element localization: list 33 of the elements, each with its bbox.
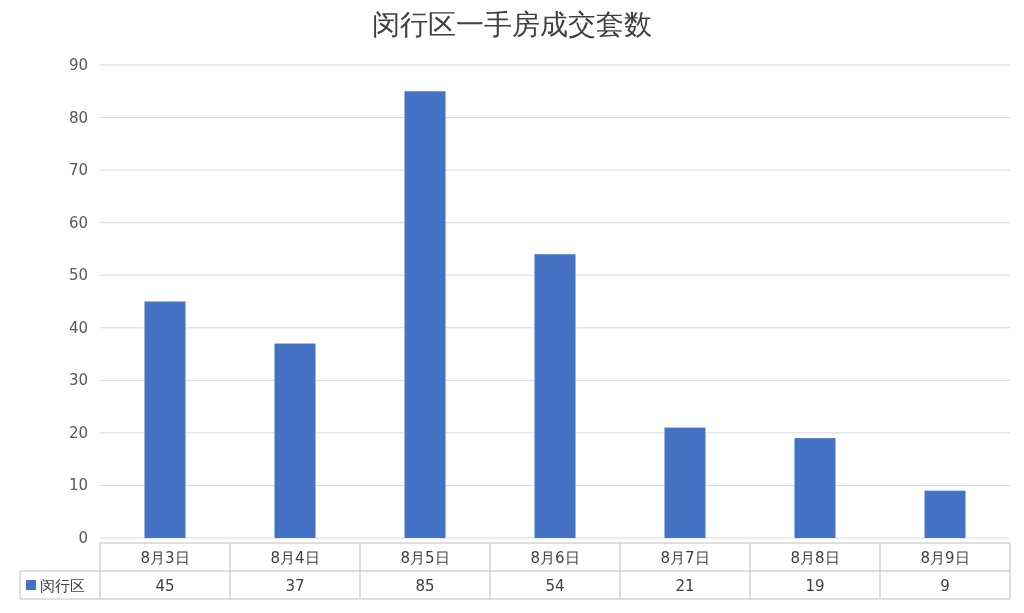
x-tick-label: 8月6日: [530, 549, 580, 567]
y-tick-label: 20: [68, 423, 88, 442]
y-tick-label: 90: [68, 56, 88, 74]
data-label: 19: [805, 577, 825, 595]
bar: [144, 301, 186, 538]
data-label: 85: [415, 577, 435, 595]
y-tick-label: 40: [68, 318, 88, 337]
data-label: 37: [285, 577, 305, 595]
y-tick-label: 80: [68, 108, 88, 127]
bar: [404, 91, 446, 538]
data-label: 54: [545, 577, 565, 595]
bar: [924, 490, 966, 538]
data-label: 21: [675, 577, 695, 595]
data-label: 9: [940, 577, 950, 595]
legend-label: 闵行区: [40, 577, 85, 595]
y-tick-label: 50: [68, 266, 88, 285]
bar: [794, 438, 836, 538]
bar: [274, 343, 316, 538]
y-tick-label: 30: [68, 371, 88, 390]
x-tick-label: 8月9日: [920, 549, 970, 567]
x-tick-label: 8月4日: [270, 549, 320, 567]
y-tick-label: 10: [68, 476, 88, 495]
x-tick-label: 8月5日: [400, 549, 450, 567]
y-tick-label: 0: [78, 529, 88, 547]
bar: [664, 427, 706, 538]
y-tick-label: 70: [68, 161, 88, 180]
x-tick-label: 8月8日: [790, 549, 840, 567]
data-label: 45: [155, 577, 175, 595]
bar: [534, 254, 576, 538]
y-tick-label: 60: [68, 213, 88, 232]
x-tick-label: 8月7日: [660, 549, 710, 567]
chart-title: 闵行区一手房成交套数: [372, 8, 652, 41]
x-tick-label: 8月3日: [140, 549, 190, 567]
